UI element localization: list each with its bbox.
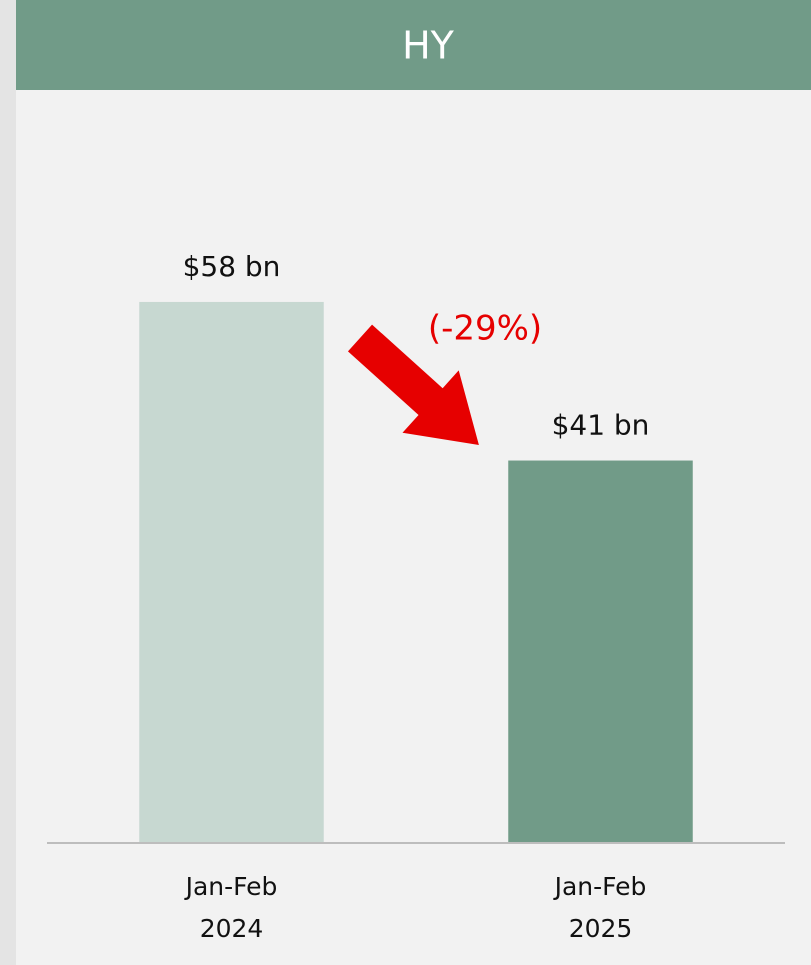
chart-title: HY (402, 24, 455, 68)
data-label: $58 bn (183, 250, 281, 283)
trend-arrow (347, 324, 479, 446)
x-tick-label: Jan-Feb 2025 (553, 872, 647, 943)
bar (508, 460, 693, 843)
bar (139, 301, 324, 843)
header-band (16, 0, 811, 90)
x-tick-label: Jan-Feb 2024 (184, 872, 278, 943)
data-label: $41 bn (552, 409, 650, 442)
annotation: (-29%) (428, 309, 542, 349)
side-strip (0, 0, 16, 965)
